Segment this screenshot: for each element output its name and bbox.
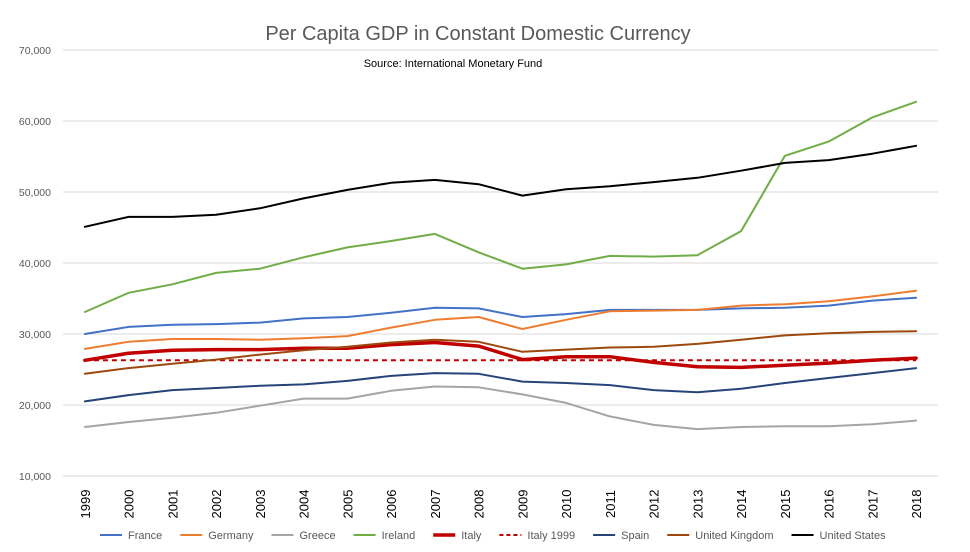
x-tick-label: 2006 xyxy=(384,490,399,519)
x-tick-label: 2018 xyxy=(909,490,924,519)
series-line-germany xyxy=(83,289,918,350)
x-tick-label: 2012 xyxy=(647,490,662,519)
legend-item: United Kingdom xyxy=(667,530,774,542)
y-tick-label: 40,000 xyxy=(19,258,51,270)
x-tick-label: 2010 xyxy=(559,490,574,519)
x-tick-label: 2004 xyxy=(297,490,312,519)
x-tick-label: 2003 xyxy=(253,490,268,519)
legend: France Germany Greece Ireland Italy Italy 199… xyxy=(100,530,886,542)
x-tick-label: 2013 xyxy=(690,490,705,519)
x-tick-label: 2017 xyxy=(865,490,880,519)
legend-label: France xyxy=(128,530,162,542)
chart-title: Per Capita GDP in Constant Domestic Curr… xyxy=(265,23,690,45)
legend-item: United States xyxy=(791,530,887,542)
x-tick-label: 2007 xyxy=(428,490,443,519)
y-axis-ticks: 10,000 20,000 30,000 40,000 50,000 60,000 70,0… xyxy=(19,45,51,483)
legend-item: France xyxy=(100,530,162,542)
series-line-ireland xyxy=(83,100,918,313)
x-axis-ticks: 1999 2000 2001 2002 2003 2004 2005 2006 2007 2008… xyxy=(78,490,924,519)
legend-label: Greece xyxy=(300,530,336,542)
x-tick-label: 2009 xyxy=(515,490,530,519)
y-tick-label: 10,000 xyxy=(19,471,51,483)
chart-subtitle: Source: International Monetary Fund xyxy=(364,58,543,70)
legend-label: Spain xyxy=(621,530,649,542)
legend-label: Italy xyxy=(461,530,482,542)
series-line-italy xyxy=(83,340,918,370)
y-tick-label: 70,000 xyxy=(19,45,51,57)
x-tick-label: 2002 xyxy=(209,490,224,519)
x-tick-label: 2001 xyxy=(165,490,180,519)
series-line-united-kingdom xyxy=(83,330,918,375)
x-tick-label: 2011 xyxy=(603,490,618,518)
y-tick-label: 50,000 xyxy=(19,187,51,199)
series-line-france xyxy=(83,296,918,335)
legend-label: Germany xyxy=(208,530,254,542)
legend-item: Spain xyxy=(593,530,649,542)
series-lines xyxy=(83,100,918,431)
y-tick-label: 30,000 xyxy=(19,329,51,341)
gridlines xyxy=(63,49,938,477)
x-tick-label: 2000 xyxy=(122,490,137,519)
x-tick-label: 2014 xyxy=(734,490,749,519)
legend-label: United States xyxy=(820,530,887,542)
legend-item: Italy xyxy=(433,530,482,542)
y-tick-label: 60,000 xyxy=(19,116,51,128)
legend-item: Ireland xyxy=(353,530,416,542)
x-tick-label: 2016 xyxy=(822,490,837,519)
legend-label: Italy 1999 xyxy=(527,530,575,542)
x-tick-label: 2005 xyxy=(340,490,355,519)
legend-label: Ireland xyxy=(382,530,416,542)
legend-label: United Kingdom xyxy=(695,530,773,542)
x-tick-label: 2015 xyxy=(778,490,793,519)
series-line-spain xyxy=(83,367,918,403)
legend-item: Greece xyxy=(271,530,336,542)
y-tick-label: 20,000 xyxy=(19,400,51,412)
series-line-greece xyxy=(83,385,918,431)
series-line-united-states xyxy=(83,144,918,228)
x-tick-label: 2008 xyxy=(472,490,487,519)
x-tick-label: 1999 xyxy=(78,490,93,519)
legend-item: Germany xyxy=(180,530,254,542)
legend-item: Italy 1999 xyxy=(499,530,575,542)
